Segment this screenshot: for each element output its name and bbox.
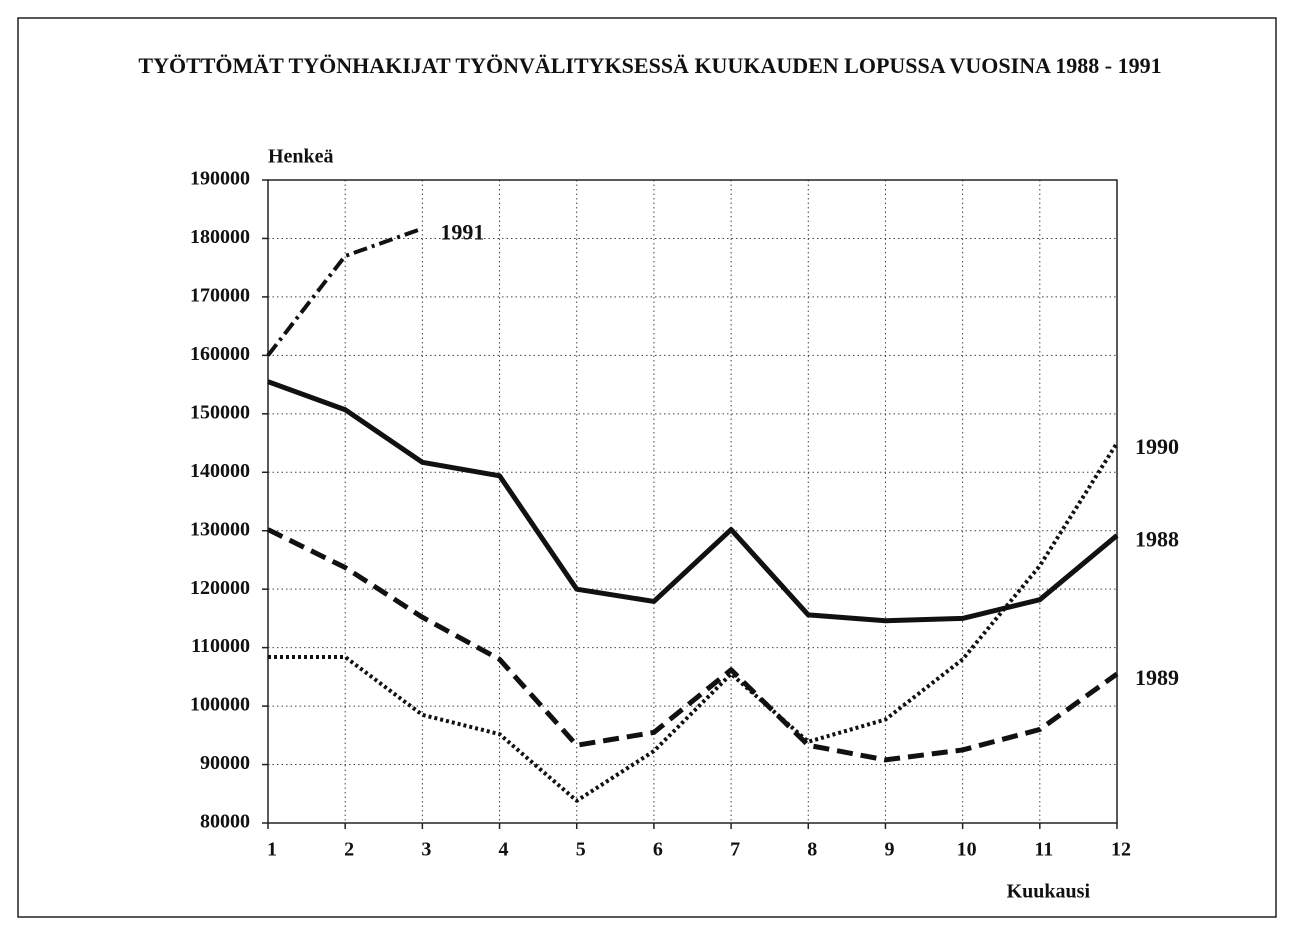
x-tick-label: 5 [576,839,586,861]
y-tick-label: 100000 [190,694,250,716]
frame [17,17,1277,918]
y-tick-label: 150000 [190,401,250,423]
line [268,441,1119,803]
y-tick-label: 170000 [190,285,250,307]
series-label: 1989 [1135,665,1179,690]
plot-frame [267,179,1118,824]
x-tick-label: 2 [344,839,354,861]
y-tick-label: 140000 [190,460,250,482]
x-tick-label: 8 [807,839,817,861]
line [266,527,1119,763]
y-tick-label: 160000 [190,343,250,365]
y-tick-label: 190000 [190,168,250,190]
x-tick-label: 4 [499,839,509,861]
y-tick-label: 90000 [200,752,250,774]
x-tick-label: 10 [957,839,977,861]
x-tick-label: 1 [267,839,277,861]
y-tick-label: 130000 [190,518,250,540]
y-tick-label: 80000 [200,811,250,833]
chart-title: TYÖTTÖMÄT TYÖNHAKIJAT TYÖNVÄLITYKSESSÄ K… [138,53,1161,78]
x-tick-label: 11 [1034,839,1053,861]
y-tick-label: 110000 [191,635,250,657]
y-tick-label: 180000 [190,226,250,248]
series-label: 1990 [1135,434,1179,459]
y-axis-label: Henkeä [268,146,334,168]
line [267,379,1119,624]
x-tick-label: 7 [730,839,740,861]
x-axis-label: Kuukausi [1007,881,1091,903]
y-tick-label: 120000 [190,577,250,599]
series-label: 1988 [1135,526,1179,551]
x-tick-label: 9 [884,839,894,861]
series-label: 1991 [440,220,484,245]
x-tick-label: 3 [421,839,431,861]
x-tick-label: 6 [653,839,663,861]
x-tick-label: 12 [1111,839,1131,861]
